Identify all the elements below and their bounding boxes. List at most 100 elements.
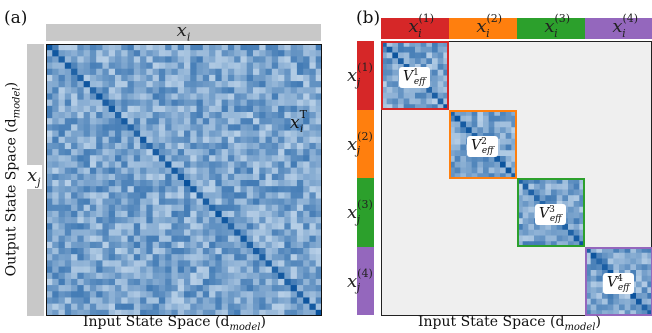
heatmap-cell	[398, 104, 405, 110]
heatmap-cell	[89, 173, 97, 181]
heatmap-cell	[121, 248, 128, 255]
heatmap-cell	[265, 105, 273, 113]
heatmap-cell	[140, 50, 147, 57]
heatmap-cell	[259, 180, 266, 187]
heatmap-cell	[271, 142, 279, 150]
heatmap-cell	[146, 130, 154, 138]
heatmap-cell	[215, 223, 223, 230]
heatmap-cell	[46, 254, 53, 261]
heatmap-cell	[165, 303, 172, 311]
heatmap-cell	[303, 192, 310, 199]
heatmap-cell	[115, 204, 122, 212]
heatmap-cell	[158, 81, 166, 88]
heatmap-cell	[511, 121, 517, 128]
heatmap-cell	[152, 260, 160, 267]
heatmap-cell	[115, 142, 122, 150]
heatmap-cell	[234, 62, 241, 70]
heatmap-cell	[539, 241, 546, 247]
heatmap-cell	[265, 291, 273, 298]
heatmap-cell	[115, 217, 122, 224]
heatmap-cell	[108, 118, 116, 125]
heatmap-cell	[115, 254, 122, 261]
heatmap-cell	[196, 105, 204, 113]
heatmap-cell	[146, 56, 154, 63]
heatmap-cell	[58, 186, 66, 193]
heatmap-cell	[140, 223, 147, 230]
heatmap-cell	[121, 266, 128, 274]
heatmap-cell	[140, 241, 147, 249]
heatmap-cell	[115, 272, 122, 280]
heatmap-cell	[177, 124, 185, 131]
heatmap-cell	[315, 248, 322, 255]
heatmap-cell	[315, 118, 322, 125]
heatmap-cell	[115, 155, 122, 162]
heatmap-cell	[477, 121, 484, 128]
heatmap-cell	[647, 275, 652, 282]
heatmap-cell	[234, 167, 241, 175]
heatmap-cell	[636, 258, 643, 265]
heatmap-cell	[234, 180, 241, 187]
heatmap-cell	[177, 118, 185, 125]
heatmap-cell	[115, 124, 122, 131]
heatmap-cell	[133, 155, 141, 162]
heatmap-cell	[265, 210, 273, 218]
heatmap-cell	[52, 272, 59, 280]
heatmap-cell	[89, 210, 97, 218]
heatmap-cell	[303, 155, 310, 162]
heatmap-cell	[296, 291, 304, 298]
heatmap-cell	[190, 50, 197, 57]
heatmap-cell	[89, 68, 97, 76]
heatmap-cell	[290, 68, 298, 76]
heatmap-cell	[184, 241, 191, 249]
heatmap-cell	[278, 217, 285, 224]
heatmap-cell	[641, 269, 648, 276]
heatmap-cell	[108, 167, 116, 175]
heatmap-cell	[127, 186, 135, 193]
heatmap-cell	[392, 69, 399, 76]
heatmap-cell	[534, 235, 541, 242]
heatmap-cell	[278, 93, 285, 101]
heatmap-cell	[271, 74, 279, 82]
heatmap-cell	[89, 309, 97, 316]
heatmap-cell	[454, 155, 461, 162]
heatmap-cell	[253, 223, 260, 230]
heatmap-cell	[58, 161, 66, 169]
heatmap-cell	[146, 285, 154, 292]
heatmap-cell	[127, 99, 135, 107]
heatmap-cell	[121, 309, 128, 316]
heatmap-cell	[133, 217, 141, 224]
heatmap-cell	[221, 74, 229, 82]
heatmap-cell	[437, 81, 444, 88]
heatmap-cell	[437, 41, 444, 48]
heatmap-cell	[303, 229, 310, 237]
heatmap-cell	[443, 104, 449, 110]
heatmap-cell	[140, 266, 147, 274]
heatmap-cell	[171, 303, 179, 311]
heatmap-cell	[77, 112, 85, 119]
heatmap-cell	[127, 198, 135, 206]
heatmap-cell	[102, 149, 110, 156]
heatmap-cell	[71, 93, 78, 101]
heatmap-cell	[96, 186, 103, 193]
heatmap-cell	[209, 50, 216, 57]
heatmap-cell	[140, 130, 147, 138]
heatmap-cell	[488, 121, 495, 128]
heatmap-cell	[227, 241, 235, 249]
heatmap-cell	[240, 74, 248, 82]
heatmap-cell	[190, 180, 197, 187]
heatmap-cell	[278, 50, 285, 57]
heatmap-cell	[420, 98, 427, 105]
heatmap-cell	[309, 254, 317, 261]
heatmap-cell	[221, 68, 229, 76]
heatmap-cell	[426, 92, 433, 99]
heatmap-cell	[511, 138, 517, 145]
heatmap-cell	[171, 130, 179, 138]
heatmap-cell	[115, 173, 122, 181]
heatmap-cell	[296, 278, 304, 286]
heatmap-cell	[500, 115, 507, 122]
heatmap-cell	[158, 44, 166, 51]
heatmap-cell	[568, 183, 575, 190]
heatmap-cell	[215, 241, 223, 249]
heatmap-cell	[52, 210, 59, 218]
heatmap-cell	[64, 192, 72, 199]
